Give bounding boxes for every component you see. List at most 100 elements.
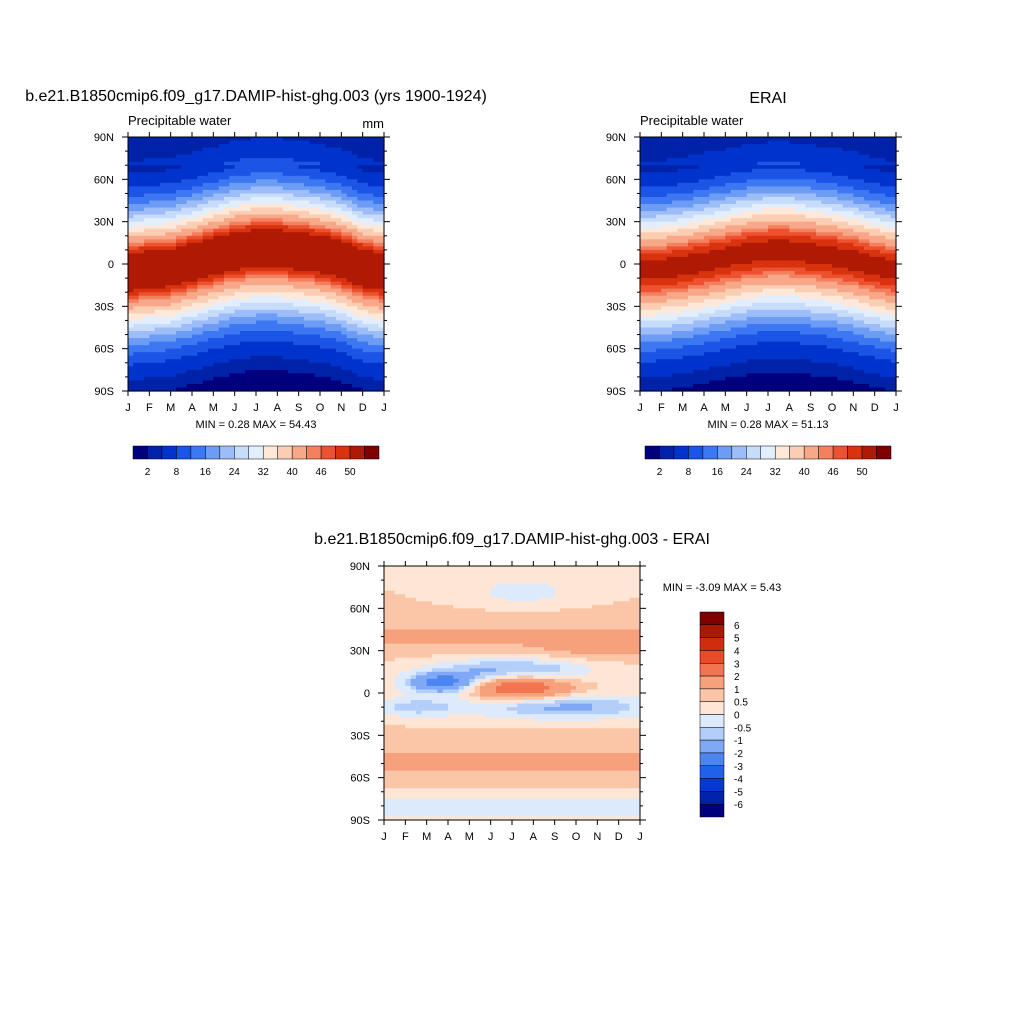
obs-cell bbox=[640, 295, 689, 300]
model-cell bbox=[186, 200, 209, 205]
model-cell bbox=[336, 221, 353, 226]
diff-cell bbox=[458, 685, 465, 691]
diff-cell bbox=[549, 685, 577, 691]
model-cell bbox=[128, 189, 177, 195]
obs-cell bbox=[853, 242, 870, 247]
model-cell bbox=[213, 232, 230, 237]
diff-colorbar-label: 5 bbox=[734, 634, 740, 645]
obs-cell bbox=[853, 211, 876, 216]
model-cell bbox=[128, 299, 140, 304]
model-cell bbox=[352, 355, 385, 360]
model-cell bbox=[218, 225, 230, 230]
model-cell bbox=[352, 299, 380, 304]
diff-cell bbox=[586, 664, 641, 669]
model-cell bbox=[128, 295, 140, 300]
diff-cell bbox=[384, 583, 497, 588]
obs-x-tick-label: J bbox=[637, 402, 643, 414]
model-cell bbox=[181, 355, 252, 360]
model-colorbar-swatch bbox=[262, 445, 278, 460]
diff-cell bbox=[384, 622, 641, 627]
model-cell bbox=[128, 196, 177, 202]
obs-x-tick-label: J bbox=[765, 402, 771, 414]
model-cell bbox=[373, 376, 385, 382]
obs-cell bbox=[640, 331, 673, 336]
diff-cell bbox=[384, 678, 396, 684]
obs-cell bbox=[837, 313, 865, 318]
obs-x-tick-label: D bbox=[871, 402, 879, 414]
model-cell bbox=[373, 228, 385, 233]
model-cell bbox=[288, 274, 316, 279]
diff-cell bbox=[384, 717, 534, 722]
model-cell bbox=[165, 211, 193, 216]
diff-cell bbox=[384, 580, 641, 585]
obs-cell bbox=[869, 154, 897, 159]
obs-cell bbox=[666, 242, 689, 247]
model-cell bbox=[277, 179, 326, 184]
obs-cell bbox=[714, 267, 753, 272]
diff-cell bbox=[384, 791, 641, 796]
model-cell bbox=[336, 172, 385, 177]
obs-cell bbox=[709, 228, 742, 233]
diff-colorbar-swatch bbox=[699, 778, 725, 792]
model-cell bbox=[234, 165, 300, 170]
obs-cell bbox=[698, 165, 865, 170]
model-colorbar-swatch bbox=[132, 445, 148, 460]
obs-cell bbox=[805, 204, 844, 209]
obs-cell bbox=[688, 288, 726, 293]
model-cell bbox=[314, 281, 332, 286]
obs-cell bbox=[677, 168, 753, 173]
model-cell bbox=[128, 369, 188, 374]
model-cell bbox=[197, 278, 214, 283]
obs-cell bbox=[858, 306, 886, 311]
obs-cell bbox=[853, 366, 897, 371]
model-cell bbox=[186, 309, 209, 314]
diff-x-tick-label: S bbox=[551, 831, 558, 843]
model-colorbar-swatch bbox=[190, 445, 206, 460]
model-cell bbox=[176, 331, 204, 336]
model-colorbar-label: 8 bbox=[174, 467, 180, 478]
obs-colorbar-label: 2 bbox=[657, 467, 663, 478]
diff-colorbar-swatch bbox=[699, 611, 725, 626]
model-colorbar-label: 24 bbox=[229, 467, 241, 478]
obs-cell bbox=[640, 327, 694, 332]
obs-cell bbox=[709, 366, 854, 371]
obs-colorbar-swatch bbox=[731, 445, 747, 460]
model-cell bbox=[256, 313, 278, 318]
obs-cell bbox=[842, 214, 865, 219]
model-cell bbox=[282, 137, 385, 142]
obs-cell bbox=[800, 295, 844, 300]
diff-cell bbox=[570, 693, 641, 698]
obs-cell bbox=[640, 147, 726, 152]
diff-cell bbox=[544, 696, 566, 701]
obs-cell bbox=[762, 207, 796, 212]
model-cell bbox=[186, 221, 209, 226]
model-cell bbox=[208, 172, 252, 177]
model-cell bbox=[170, 302, 193, 307]
model-colorbar-label: 40 bbox=[287, 467, 299, 478]
model-cell bbox=[202, 331, 241, 336]
diff-cell bbox=[597, 717, 641, 722]
model-cell bbox=[362, 288, 385, 293]
diff-cell bbox=[517, 675, 534, 680]
model-cell bbox=[357, 165, 385, 170]
obs-cell bbox=[640, 320, 694, 325]
diff-cell bbox=[384, 812, 641, 818]
model-cell bbox=[352, 211, 364, 216]
model-cell bbox=[288, 225, 310, 230]
model-cell bbox=[336, 200, 353, 205]
model-cell bbox=[197, 352, 348, 357]
model-cell bbox=[186, 383, 353, 389]
model-cell bbox=[208, 292, 236, 297]
model-cell bbox=[197, 288, 225, 293]
model-cell bbox=[325, 225, 348, 230]
obs-cell bbox=[789, 274, 822, 279]
model-colorbar-swatch bbox=[234, 445, 250, 460]
obs-cell bbox=[880, 274, 897, 279]
obs-cell bbox=[874, 309, 897, 314]
obs-cell bbox=[869, 288, 892, 293]
obs-cell bbox=[704, 306, 732, 311]
model-cell bbox=[250, 186, 284, 191]
model-cell bbox=[224, 274, 246, 279]
model-cell bbox=[245, 225, 289, 230]
diff-cell bbox=[496, 685, 550, 691]
